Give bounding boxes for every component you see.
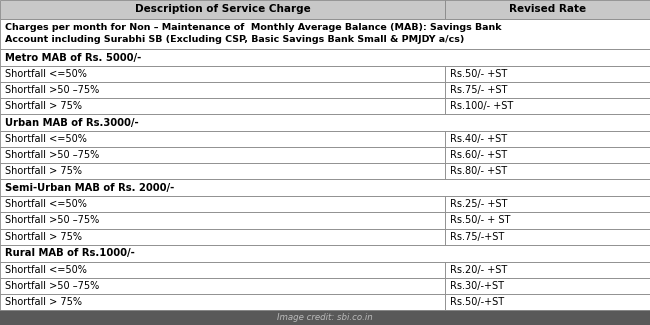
Text: Shortfall > 75%: Shortfall > 75% (5, 297, 82, 307)
Bar (0, 310, 650, 325)
Text: Rs.20/- +ST: Rs.20/- +ST (450, 265, 508, 275)
Bar (0, 196, 445, 213)
Text: Shortfall <=50%: Shortfall <=50% (5, 69, 87, 79)
Bar (0, 163, 445, 179)
Text: Rs.50/- + ST: Rs.50/- + ST (450, 215, 511, 226)
Bar (445, 262, 650, 278)
Text: Shortfall > 75%: Shortfall > 75% (5, 166, 82, 176)
Bar (0, 131, 445, 147)
Text: Image credit: sbi.co.in: Image credit: sbi.co.in (277, 313, 373, 322)
Bar (445, 163, 650, 179)
Bar (0, 294, 445, 310)
Bar (445, 294, 650, 310)
Text: Rs.50/-+ST: Rs.50/-+ST (450, 297, 504, 307)
Bar (445, 147, 650, 163)
Text: Shortfall <=50%: Shortfall <=50% (5, 134, 87, 144)
Bar (0, 0, 445, 19)
Bar (445, 196, 650, 213)
Bar (0, 245, 650, 262)
Text: Shortfall >50 –75%: Shortfall >50 –75% (5, 281, 99, 291)
Bar (0, 66, 445, 82)
Bar (445, 66, 650, 82)
Text: Rs.25/- +ST: Rs.25/- +ST (450, 200, 508, 209)
Text: Rs.40/- +ST: Rs.40/- +ST (450, 134, 508, 144)
Text: Shortfall <=50%: Shortfall <=50% (5, 265, 87, 275)
Text: Shortfall >50 –75%: Shortfall >50 –75% (5, 85, 99, 95)
Text: Rs.75/- +ST: Rs.75/- +ST (450, 85, 508, 95)
Bar (445, 0, 650, 19)
Text: Rural MAB of Rs.1000/-: Rural MAB of Rs.1000/- (5, 248, 135, 258)
Bar (445, 82, 650, 98)
Bar (0, 114, 650, 131)
Bar (0, 278, 445, 294)
Bar (445, 213, 650, 228)
Bar (0, 179, 650, 196)
Text: Rs.100/- +ST: Rs.100/- +ST (450, 101, 514, 111)
Text: Rs.80/- +ST: Rs.80/- +ST (450, 166, 508, 176)
Bar (0, 262, 445, 278)
Bar (0, 228, 445, 245)
Bar (0, 98, 445, 114)
Text: Rs.75/-+ST: Rs.75/-+ST (450, 231, 504, 241)
Text: Description of Service Charge: Description of Service Charge (135, 4, 311, 14)
Text: Metro MAB of Rs. 5000/-: Metro MAB of Rs. 5000/- (5, 53, 141, 62)
Bar (0, 49, 650, 66)
Text: Rs.60/- +ST: Rs.60/- +ST (450, 150, 508, 160)
Text: Shortfall > 75%: Shortfall > 75% (5, 231, 82, 241)
Bar (445, 131, 650, 147)
Text: Urban MAB of Rs.3000/-: Urban MAB of Rs.3000/- (5, 118, 138, 128)
Bar (445, 278, 650, 294)
Bar (0, 147, 445, 163)
Text: Shortfall <=50%: Shortfall <=50% (5, 200, 87, 209)
Text: Rs.50/- +ST: Rs.50/- +ST (450, 69, 508, 79)
Bar (445, 98, 650, 114)
Text: Shortfall >50 –75%: Shortfall >50 –75% (5, 215, 99, 226)
Bar (0, 82, 445, 98)
Text: Shortfall >50 –75%: Shortfall >50 –75% (5, 150, 99, 160)
Text: Charges per month for Non – Maintenance of  Monthly Average Balance (MAB): Savin: Charges per month for Non – Maintenance … (5, 23, 502, 45)
Bar (445, 228, 650, 245)
Bar (0, 213, 445, 228)
Text: Shortfall > 75%: Shortfall > 75% (5, 101, 82, 111)
Text: Rs.30/-+ST: Rs.30/-+ST (450, 281, 504, 291)
Text: Revised Rate: Revised Rate (509, 4, 586, 14)
Bar (0, 19, 650, 49)
Text: Semi-Urban MAB of Rs. 2000/-: Semi-Urban MAB of Rs. 2000/- (5, 183, 174, 193)
